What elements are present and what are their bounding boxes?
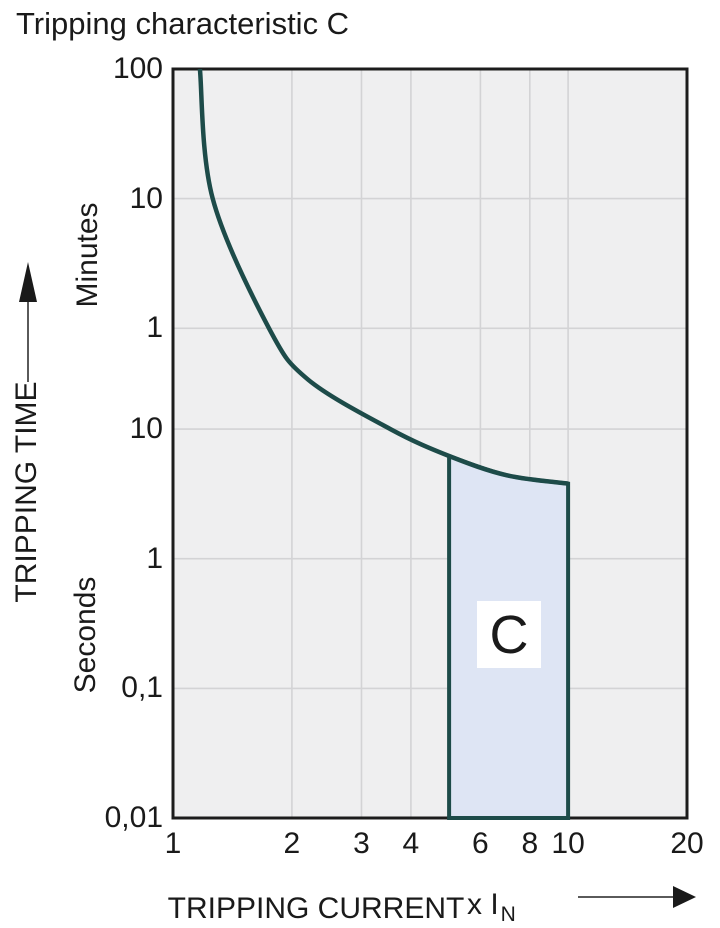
y-tick-label: 10: [129, 181, 163, 215]
x-tick-label: 6: [472, 827, 489, 860]
y-unit-seconds-label: Seconds: [69, 576, 102, 694]
x-tick-label: 3: [353, 827, 370, 860]
x-tick-label: 4: [402, 827, 420, 860]
x-tick-label: 10: [551, 827, 585, 860]
plot-frame: [171, 67, 689, 820]
x-axis-title: TRIPPING CURRENT: [167, 892, 465, 925]
x-tick-label: 1: [164, 827, 182, 860]
x-axis-multiplier: x IN: [467, 888, 516, 926]
y-axis-title: TRIPPING TIME: [10, 381, 43, 603]
y-tick-label: 100: [112, 52, 163, 85]
right-arrow-icon: [578, 886, 696, 908]
plot-background: [173, 69, 687, 818]
x-multiplier-subscript: N: [500, 903, 516, 926]
x-tick-label: 20: [670, 827, 704, 860]
tripping-curve: [197, 69, 569, 486]
x-tick-label: 2: [283, 827, 301, 860]
chart-title: Tripping characteristic C: [16, 6, 350, 41]
up-arrow-icon: [19, 262, 37, 382]
y-tick-label: 1: [146, 311, 163, 345]
y-tick-label: 1: [146, 541, 163, 575]
y-tick-label: 0,1: [121, 671, 163, 705]
x-multiplier-prefix: x I: [467, 888, 499, 921]
gridlines: [173, 69, 687, 818]
y-tick-label: 0,01: [104, 801, 163, 834]
x-tick-label: 8: [521, 827, 539, 860]
region-c-label: C: [477, 601, 541, 668]
y-unit-minutes-label: Minutes: [71, 202, 104, 308]
y-tick-label: 10: [129, 412, 163, 446]
